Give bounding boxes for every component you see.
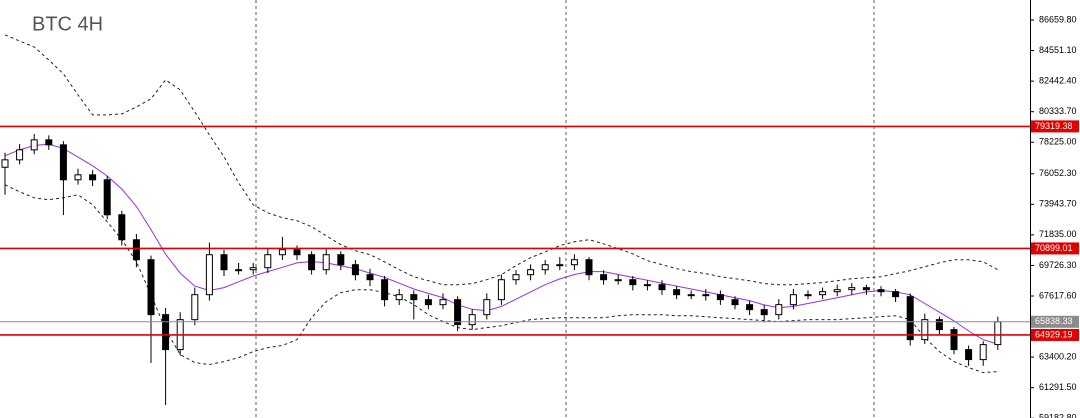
candle-body [848,287,856,291]
y-tick-label: 69726.30 [1039,260,1077,270]
candle-body [614,279,622,282]
y-tick-label: 76052.30 [1039,168,1077,178]
y-tick-label: 80333.70 [1039,106,1077,116]
price-level-tag [1031,328,1079,341]
price-level-tag [1031,315,1079,328]
candle-body [643,284,651,287]
candle-body [147,259,155,316]
candle-body [235,269,243,272]
candle-body [570,259,578,266]
candle-body [162,314,170,351]
candle-body [921,319,929,341]
y-tick-label: 73943.70 [1039,199,1077,209]
candle-body [629,279,637,286]
candle-body [264,254,272,269]
candle-body [775,304,783,316]
y-tick-label: 67617.60 [1039,290,1077,300]
candle-body [600,274,608,281]
candle-body [527,269,535,276]
candle-body [118,214,126,241]
candle-body [950,329,958,351]
candle-body [483,299,491,316]
indicator-line [4,34,999,286]
candle-body [789,294,797,306]
candle-body [994,321,1002,346]
candle-body [337,254,345,266]
candle-body [16,149,24,161]
candle-body [906,296,914,341]
candle-body [220,254,228,271]
indicator-line [4,143,998,345]
candle-body [833,289,841,293]
candle-body [45,139,53,146]
candle-body [877,289,885,293]
candle-body [702,294,710,297]
candle-body [89,174,97,181]
candle-body [439,299,447,306]
y-tick-label: 86659.80 [1039,14,1077,24]
y-tick-label: 61291.50 [1039,382,1077,392]
candle-body [760,309,768,316]
candle-body [512,274,520,281]
candle-body [892,291,900,298]
price-level-label: 70899.01 [1035,243,1073,253]
candle-body [585,259,593,276]
candle-body [556,264,564,267]
candle-body [132,239,140,261]
candle-body [351,264,359,276]
candle-body [497,279,505,301]
candle-body [381,279,389,301]
candle-body [293,249,301,256]
candle-body [935,319,943,331]
candle-body [541,264,549,271]
y-tick-label: 71835.00 [1039,229,1077,239]
candle-body [716,294,724,301]
candle-body [454,299,462,326]
price-level-label: 79319.38 [1035,121,1073,131]
y-tick-label: 59182.80 [1039,413,1077,418]
candle-body [746,304,754,311]
candle-body [366,274,374,281]
candle-body [205,254,213,296]
candle-body [819,291,827,296]
candle-body [395,294,403,301]
candle-body [59,144,67,181]
candle-body [103,179,111,216]
candle-body [30,139,38,151]
y-tick-label: 63400.20 [1039,351,1077,361]
chart-title: BTC 4H [32,13,103,35]
candle-body [979,344,987,361]
y-tick-label: 78225.00 [1039,137,1077,147]
candle-body [308,254,316,271]
price-level-tag [1031,242,1079,255]
candle-body [74,174,82,181]
y-tick-label: 84551.10 [1039,45,1077,55]
candle-body [278,249,286,256]
candle-body [1,159,9,168]
candle-body [191,294,199,321]
y-tick-label: 82442.40 [1039,76,1077,86]
candle-body [673,289,681,296]
price-level-label: 65838.33 [1035,316,1073,326]
candle-body [731,299,739,306]
candle-body [424,299,432,306]
candle-body [468,314,476,326]
candle-body [965,349,973,361]
candle-body [862,287,870,291]
price-level-label: 64929.19 [1035,329,1073,339]
candle-body [322,254,330,271]
candle-body [804,294,812,297]
candle-body [658,284,666,291]
candle-body [249,267,257,271]
candle-body [410,294,418,301]
candle-body [687,294,695,297]
price-level-tag [1031,120,1079,133]
indicator-line [4,184,998,374]
